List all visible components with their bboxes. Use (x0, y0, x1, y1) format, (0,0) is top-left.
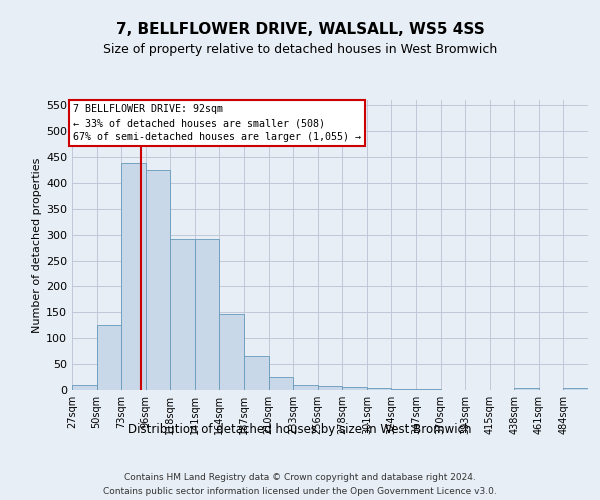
Bar (563, 388, 588, 390)
Bar (318, 386, 342, 390)
Bar (195, 240, 220, 390)
Text: 7, BELLFLOWER DRIVE, WALSALL, WS5 4SS: 7, BELLFLOWER DRIVE, WALSALL, WS5 4SS (116, 22, 484, 38)
Bar (244, 356, 269, 390)
Bar (72, 385, 97, 390)
Bar (146, 170, 170, 390)
Text: Contains HM Land Registry data © Crown copyright and database right 2024.: Contains HM Land Registry data © Crown c… (124, 472, 476, 482)
Bar (367, 388, 391, 390)
Bar (220, 314, 244, 390)
Y-axis label: Number of detached properties: Number of detached properties (32, 158, 42, 332)
Text: Distribution of detached houses by size in West Bromwich: Distribution of detached houses by size … (128, 422, 472, 436)
Bar (121, 163, 146, 390)
Bar (170, 240, 195, 390)
Text: Size of property relative to detached houses in West Bromwich: Size of property relative to detached ho… (103, 42, 497, 56)
Bar (342, 388, 367, 390)
Bar (97, 326, 121, 390)
Bar (293, 385, 318, 390)
Text: 7 BELLFLOWER DRIVE: 92sqm
← 33% of detached houses are smaller (508)
67% of semi: 7 BELLFLOWER DRIVE: 92sqm ← 33% of detac… (73, 104, 361, 142)
Text: Contains public sector information licensed under the Open Government Licence v3: Contains public sector information licen… (103, 488, 497, 496)
Bar (514, 388, 539, 390)
Bar (269, 377, 293, 390)
